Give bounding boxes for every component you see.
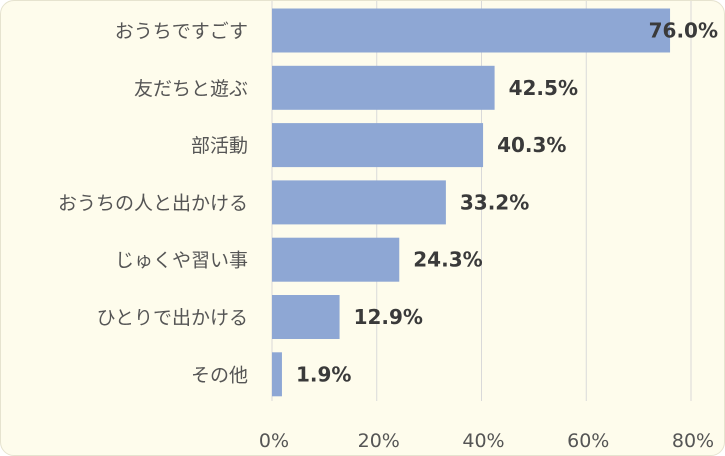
category-label: おうちですごす	[115, 21, 248, 43]
category-label: その他	[191, 364, 248, 386]
bar	[272, 352, 282, 397]
data-label: 40.3%	[497, 133, 566, 157]
category-label: 友だちと遊ぶ	[134, 78, 248, 100]
data-label: 42.5%	[509, 76, 578, 100]
data-label: 33.2%	[460, 190, 529, 214]
bar	[272, 123, 484, 168]
category-label: 部活動	[191, 135, 248, 157]
data-label: 76.0%	[649, 19, 718, 43]
x-tick-label: 20%	[358, 430, 400, 452]
category-label: ひとりで出かける	[97, 307, 248, 329]
bars	[272, 8, 671, 397]
category-label: じゅくや習い事	[115, 250, 248, 272]
x-tick-label: 40%	[462, 430, 504, 452]
bar	[272, 65, 495, 110]
bar	[272, 180, 446, 225]
x-tick-label: 80%	[672, 430, 714, 452]
category-labels: おうちですごす友だちと遊ぶ部活動おうちの人と出かけるじゅくや習い事ひとりで出かけ…	[58, 21, 248, 387]
x-tick-label: 60%	[567, 430, 609, 452]
data-label: 1.9%	[296, 362, 351, 386]
data-labels: 76.0% 42.5% 40.3% 33.2% 24.3% 12.9% 1.9%	[296, 19, 718, 387]
x-tick-label: 0%	[259, 430, 289, 452]
bar	[272, 237, 400, 282]
data-label: 24.3%	[413, 248, 482, 272]
bar	[272, 8, 671, 53]
data-label: 12.9%	[354, 305, 423, 329]
category-label: おうちの人と出かける	[58, 192, 248, 214]
bar	[272, 295, 340, 339]
x-axis-tick-labels: 0% 20% 40% 60% 80%	[259, 430, 714, 452]
